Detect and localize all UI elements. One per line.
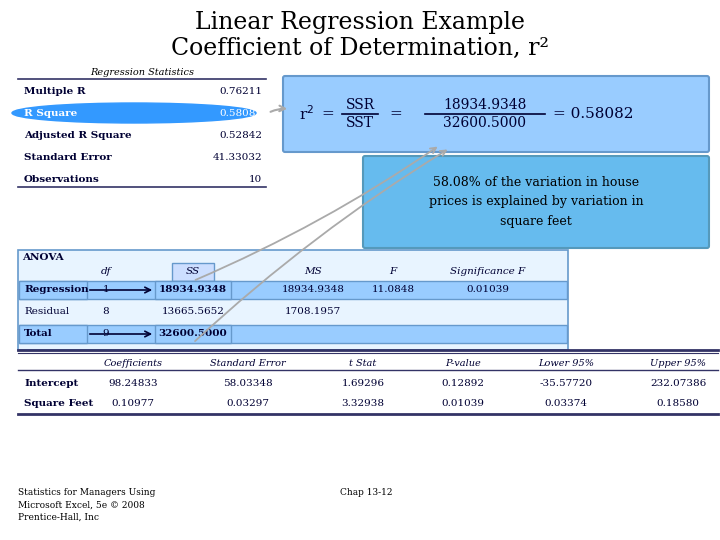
Text: P-value: P-value — [445, 359, 481, 368]
Text: Statistics for Managers Using
Microsoft Excel, 5e © 2008
Prentice-Hall, Inc: Statistics for Managers Using Microsoft … — [18, 488, 156, 522]
Text: MS: MS — [304, 267, 322, 276]
Text: Intercept: Intercept — [24, 380, 78, 388]
Text: 18934.9348: 18934.9348 — [444, 98, 527, 112]
Text: F: F — [390, 267, 397, 276]
Text: 41.33032: 41.33032 — [212, 152, 262, 161]
Text: 0.01039: 0.01039 — [441, 400, 485, 408]
Text: 0.03297: 0.03297 — [227, 400, 269, 408]
Text: 0.10977: 0.10977 — [112, 400, 155, 408]
Text: Standard Error: Standard Error — [210, 359, 286, 368]
FancyBboxPatch shape — [155, 325, 231, 343]
Text: t Stat: t Stat — [349, 359, 377, 368]
FancyBboxPatch shape — [19, 325, 87, 343]
Text: 10: 10 — [248, 174, 262, 184]
FancyBboxPatch shape — [18, 250, 568, 350]
FancyBboxPatch shape — [283, 76, 709, 152]
Text: 11.0848: 11.0848 — [372, 286, 415, 294]
Text: 32600.5000: 32600.5000 — [444, 116, 526, 130]
Text: Residual: Residual — [24, 307, 69, 316]
Text: 18934.9348: 18934.9348 — [282, 286, 344, 294]
Text: 98.24833: 98.24833 — [108, 380, 158, 388]
Text: = 0.58082: = 0.58082 — [553, 107, 634, 121]
Text: 58.08% of the variation in house
prices is explained by variation in
square feet: 58.08% of the variation in house prices … — [428, 176, 643, 228]
Text: 18934.9348: 18934.9348 — [159, 286, 227, 294]
Text: SSR: SSR — [346, 98, 374, 112]
Text: 0.76211: 0.76211 — [219, 86, 262, 96]
Text: df: df — [101, 267, 112, 276]
Text: R Square: R Square — [24, 109, 77, 118]
Text: 0.18580: 0.18580 — [657, 400, 700, 408]
Text: Coefficients: Coefficients — [104, 359, 163, 368]
Text: 3.32938: 3.32938 — [341, 400, 384, 408]
Text: SS: SS — [186, 267, 200, 276]
Ellipse shape — [12, 103, 256, 123]
Text: Significance F: Significance F — [451, 267, 526, 276]
Text: 1708.1957: 1708.1957 — [285, 307, 341, 316]
Text: Total: Total — [24, 329, 53, 339]
Text: Regression: Regression — [24, 286, 89, 294]
Text: Lower 95%: Lower 95% — [538, 359, 594, 368]
Text: 1: 1 — [103, 286, 109, 294]
Text: 0.58082: 0.58082 — [219, 109, 262, 118]
Text: =: = — [389, 107, 402, 121]
Text: 8: 8 — [103, 307, 109, 316]
Text: Observations: Observations — [24, 174, 100, 184]
Text: 0.03374: 0.03374 — [544, 400, 588, 408]
Text: r$^2$: r$^2$ — [299, 105, 314, 123]
Text: 9: 9 — [103, 329, 109, 339]
Text: 13665.5652: 13665.5652 — [161, 307, 225, 316]
Text: 0.01039: 0.01039 — [467, 286, 510, 294]
Text: Multiple R: Multiple R — [24, 86, 86, 96]
FancyBboxPatch shape — [19, 281, 567, 299]
Text: SST: SST — [346, 116, 374, 130]
FancyBboxPatch shape — [19, 325, 567, 343]
Text: -35.57720: -35.57720 — [539, 380, 593, 388]
Text: 0.52842: 0.52842 — [219, 131, 262, 139]
Text: ANOVA: ANOVA — [22, 253, 63, 261]
Text: =: = — [321, 107, 334, 121]
Text: 1.69296: 1.69296 — [341, 380, 384, 388]
FancyBboxPatch shape — [172, 263, 214, 281]
Text: Standard Error: Standard Error — [24, 152, 112, 161]
Text: Regression Statistics: Regression Statistics — [90, 68, 194, 77]
Text: 32600.5000: 32600.5000 — [158, 329, 228, 339]
Text: Square Feet: Square Feet — [24, 400, 94, 408]
Text: Coefficient of Determination, r²: Coefficient of Determination, r² — [171, 37, 549, 59]
Text: Linear Regression Example: Linear Regression Example — [195, 10, 525, 33]
Text: 58.03348: 58.03348 — [223, 380, 273, 388]
Text: Upper 95%: Upper 95% — [650, 359, 706, 368]
Text: Chap 13-12: Chap 13-12 — [340, 488, 392, 497]
Text: 0.12892: 0.12892 — [441, 380, 485, 388]
FancyBboxPatch shape — [155, 281, 231, 299]
Text: 232.07386: 232.07386 — [650, 380, 706, 388]
FancyBboxPatch shape — [363, 156, 709, 248]
Text: Adjusted R Square: Adjusted R Square — [24, 131, 132, 139]
FancyBboxPatch shape — [19, 281, 87, 299]
